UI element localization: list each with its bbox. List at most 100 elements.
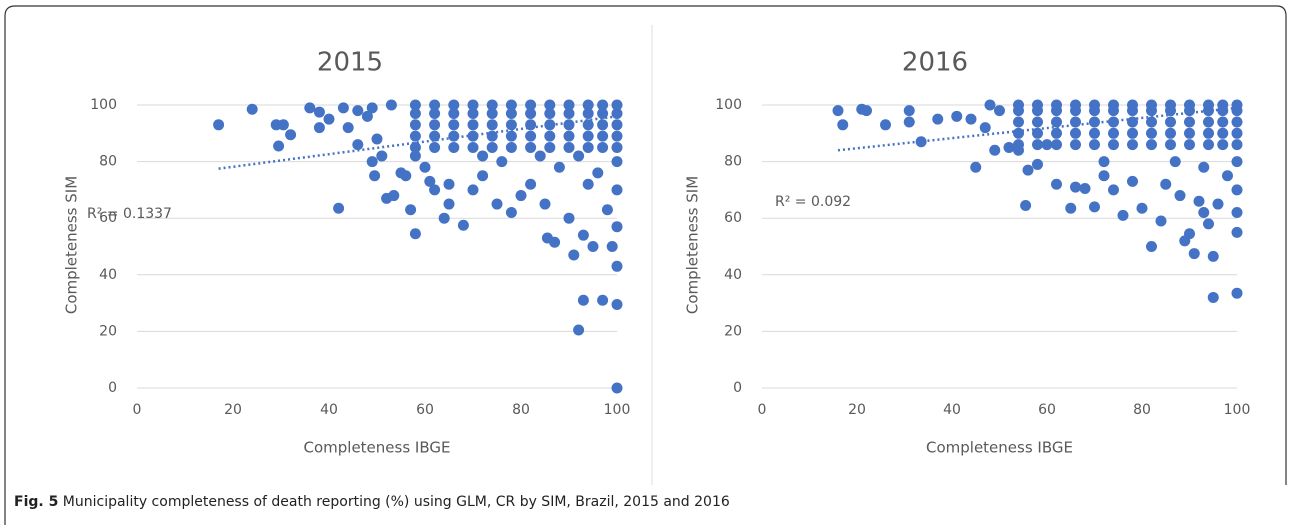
point [1217,99,1229,111]
point [337,102,349,114]
point [597,119,609,131]
point [1070,139,1081,151]
point [1188,248,1200,260]
point [505,207,517,219]
point [601,204,613,216]
point [1217,127,1229,139]
point [361,110,373,122]
point [1155,215,1167,227]
point [1127,116,1138,128]
point [880,119,891,131]
point [611,141,623,153]
point [1098,170,1110,182]
chart-title: 2015 [317,48,383,78]
caption: Fig. 5 Municipality completeness of deat… [14,494,730,510]
point [213,119,225,131]
point [342,122,354,134]
point [563,130,575,142]
point [563,107,575,119]
point [1169,156,1181,168]
point [1203,127,1214,139]
point [582,99,594,111]
point [1207,291,1219,303]
point [486,130,498,142]
point [970,161,982,173]
annotation: R² = 0.1337 [87,206,172,222]
y-tick-label: 80 [99,154,117,170]
point [587,241,599,252]
point [246,103,258,115]
point [525,119,537,131]
y-tick-label: 0 [733,380,742,396]
point [525,141,537,153]
point [1051,127,1062,139]
point [582,119,594,131]
x-tick-label: 100 [1224,402,1251,418]
x-tick-label: 80 [1133,402,1151,418]
point [429,107,441,119]
point [534,150,546,162]
point [611,299,623,311]
point [486,141,498,153]
point [592,167,604,179]
point [448,130,460,142]
point [597,107,609,119]
point [563,119,575,131]
point [409,228,421,240]
point [1165,139,1176,151]
point [409,141,421,153]
point [1231,226,1243,238]
point [323,113,335,125]
point [304,102,316,114]
point [369,170,381,182]
point [457,219,469,231]
point [989,144,1001,156]
point [429,184,441,196]
point [577,229,589,241]
y-tick-label: 40 [99,267,117,283]
point [1231,99,1243,111]
point [1207,250,1219,262]
caption-label: Fig. 5 [14,494,59,510]
point [544,119,556,131]
point [597,130,609,142]
point [1146,241,1157,252]
point [1174,190,1186,202]
point [1231,156,1243,168]
y-tick-label: 80 [724,154,742,170]
point [467,130,479,142]
point [1051,116,1062,128]
point [1108,127,1119,139]
x-tick-label: 20 [848,402,866,418]
point [1108,184,1119,196]
point [496,156,508,168]
point [486,107,498,119]
point [1217,139,1229,151]
point [1198,207,1210,219]
y-tick-label: 60 [724,210,742,226]
point [448,141,460,153]
point [385,99,397,111]
point [984,99,996,111]
point [1051,139,1062,151]
point [1051,178,1062,190]
point [525,99,537,111]
point [1108,116,1119,128]
point [1065,202,1077,214]
trendline [218,115,618,170]
point [1108,99,1119,111]
point [1193,195,1205,207]
point [611,260,623,272]
point [1108,139,1119,151]
point [568,249,580,261]
point [965,113,977,125]
point [1160,178,1172,190]
point [313,106,325,118]
point [477,150,489,162]
point [429,141,441,153]
point [1184,139,1195,151]
point [1032,116,1043,128]
point [443,178,455,190]
point [563,99,575,111]
